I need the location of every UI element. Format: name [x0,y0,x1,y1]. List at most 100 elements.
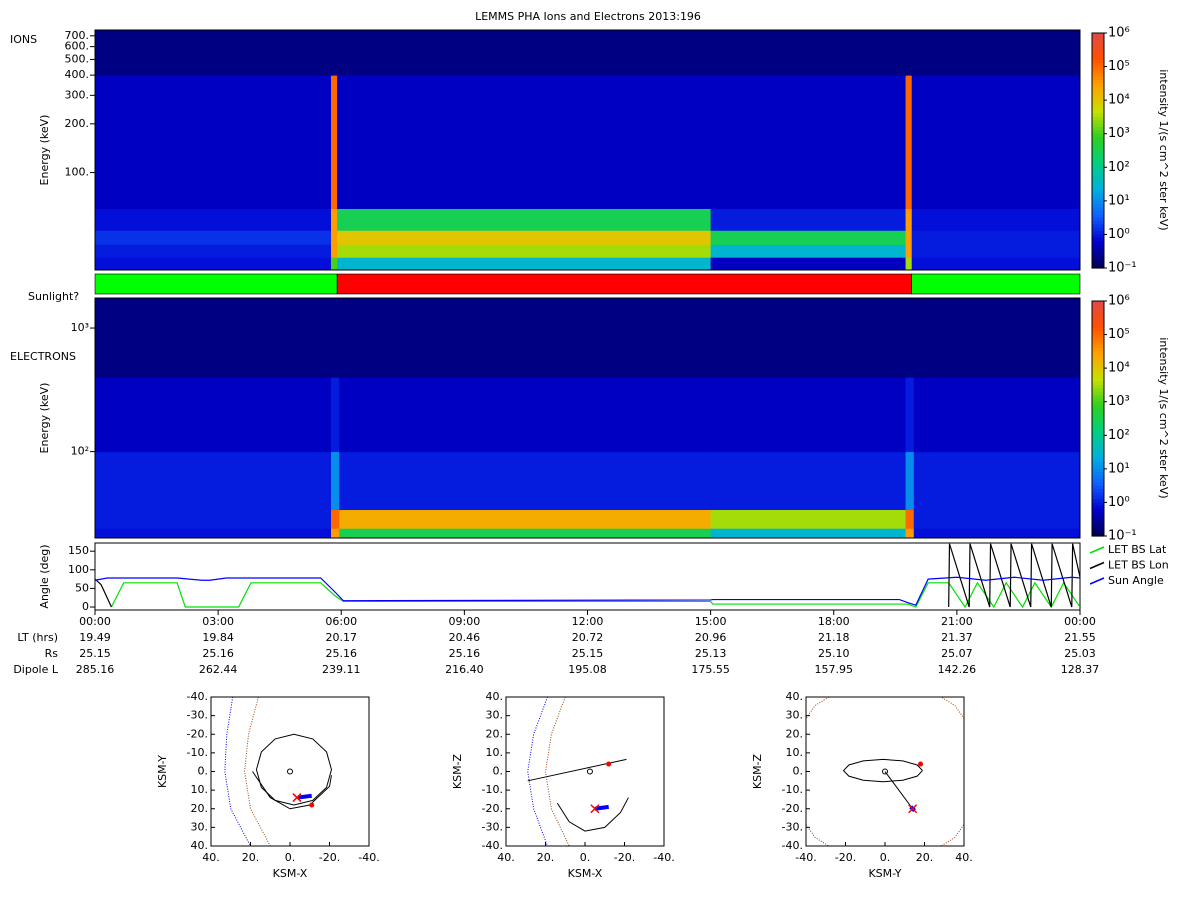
heatmap-cell [905,257,913,270]
colorbar-segment [1092,405,1104,410]
colorbar-segment [1092,76,1104,81]
heatmap-cell [95,257,332,270]
y-tick-label: -40. [782,839,803,852]
table-cell: 19.49 [79,631,111,644]
colorbar-segment [1092,482,1104,487]
colorbar-segment [1092,247,1104,252]
colorbar-segment [1092,368,1104,373]
x-axis-title: KSM-X [273,867,308,880]
colorbar-segment [1092,160,1104,165]
colorbar-segment [1092,378,1104,383]
heatmap-cell [710,75,907,209]
x-tick-label: 20. [242,851,260,864]
colorbar-segment [1092,445,1104,450]
colorbar-segment [1092,147,1104,152]
heatmap-cell [710,244,907,258]
colorbar-segment [1092,391,1104,396]
colorbar-segment [1092,110,1104,115]
colorbar-segment [1092,374,1104,379]
colorbar-segment [1092,194,1104,199]
colorbar-segment [1092,442,1104,446]
colorbar-segment [1092,86,1104,91]
orbit-marks [527,697,629,846]
x-tick-label: 03:00 [202,615,234,628]
colorbar-segment [1092,458,1104,463]
y-tick-label: -20. [782,802,803,815]
colorbar-segment [1092,495,1104,500]
legend-label: Sun Angle [1108,574,1164,587]
sunlight-segment [911,273,1081,295]
colorbar-segment [1092,96,1104,101]
y-axis-title: KSM-Y [156,755,169,788]
table-cell: 262.44 [199,663,238,676]
heatmap-cell [337,244,712,258]
y-axis-title: Energy (keV) [38,115,51,186]
orbit-line [556,797,629,832]
colorbar-segment [1092,334,1104,339]
table-cell: 239.11 [322,663,361,676]
colorbar-segment [1092,348,1104,352]
colorbar-title: intensity 1/(s cm^2 ster keV) [1157,337,1170,498]
y-tick-label: 100. [65,166,90,179]
colorbar-segment [1092,324,1104,329]
colorbar-segment [1092,210,1104,215]
colorbar-segment [1092,184,1104,189]
y-tick-label: 150 [68,544,89,557]
orbit-line [297,793,312,800]
row-label: LT (hrs) [17,631,58,644]
frame [94,29,1081,271]
table-cell: 25.03 [1064,647,1096,660]
colorbar-segment [1092,452,1104,457]
y-tick-label: 50 [75,581,89,594]
table-cell: 21.55 [1064,631,1096,644]
y-tick-label: 700. [65,29,90,42]
y-tick-label: 400. [65,68,90,81]
heatmap-cell [95,75,332,209]
y-axis-title: Angle (deg) [38,544,51,608]
x-axis-title: KSM-X [568,867,603,880]
y-tick-label: -30. [782,820,803,833]
colorbar-tick-label: 10² [1108,428,1130,443]
colorbar-segment [1092,227,1104,232]
planet-marker [882,768,888,775]
colorbar-segment [1092,127,1104,131]
y-tick-label: 20. [486,727,504,740]
colorbar-segment [1092,354,1104,359]
heatmap-cell [911,244,1080,258]
heatmap-cell [710,30,907,76]
x-tick-label: 06:00 [325,615,357,628]
frame [94,542,1081,611]
x-tick-label: 18:00 [818,615,850,628]
y-tick-label: -20. [482,802,503,815]
heatmap-cell [330,298,340,378]
colorbar-segment [1092,532,1104,537]
heatmap-cell [330,528,340,538]
heatmap-cell [339,377,712,453]
heatmap-cell [710,528,907,538]
table-cell: 175.55 [691,663,730,676]
colorbar-segment [1092,113,1104,118]
colorbar-segment [1092,49,1104,54]
orbit-point [309,802,315,808]
legend-label: LET BS Lat [1108,543,1167,556]
colorbar-segment [1092,83,1104,88]
colorbar-segment [1092,337,1104,342]
y-tick-label: 20. [191,802,209,815]
heatmap-cell [710,377,907,453]
table-cell: 157.95 [815,663,854,676]
colorbar-segment [1092,327,1104,332]
colorbar-segment [1092,415,1104,420]
table-cell: 25.16 [202,647,234,660]
colorbar-segment [1092,120,1104,125]
y-tick-label: -10. [187,746,208,759]
y-tick-label: 30. [486,709,504,722]
colorbar-segment [1092,167,1104,172]
y-tick-label: -40. [187,690,208,703]
colorbar-tick-label: 10⁴ [1108,361,1130,376]
y-tick-label: 10. [486,746,504,759]
table-cell: 25.10 [818,647,850,660]
colorbar-segment [1092,140,1104,145]
heatmap-cell [330,208,338,231]
y-tick-label: -10. [782,783,803,796]
y-tick-label: 10. [191,783,209,796]
